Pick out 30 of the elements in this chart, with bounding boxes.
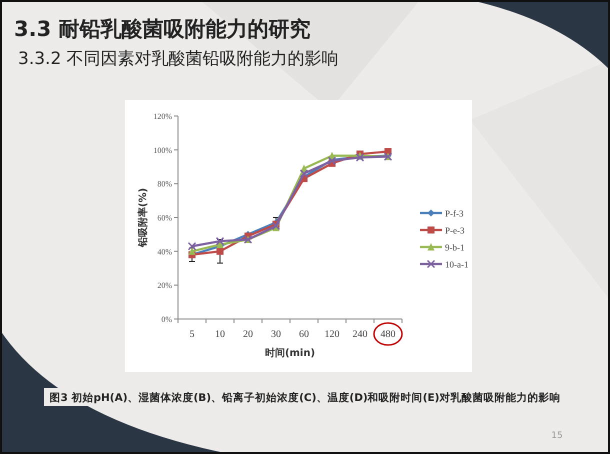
point	[188, 242, 196, 251]
y-axis-title: 铅吸附率(%)	[137, 188, 149, 248]
point	[216, 236, 224, 246]
caption: 图3 初始pH(A)、湿菌体浓度(B)、铅离子初始浓度(C)、温度(D)和吸附时间(E)对乳酸菌吸附能力的影响	[50, 391, 560, 404]
y-tick-label: 120%	[153, 112, 172, 121]
legend-label: 10-a-1	[445, 260, 468, 270]
x-tick-label: 60	[299, 329, 309, 340]
x-tick-label: 10	[215, 329, 225, 340]
x-tick-label: 120	[324, 329, 340, 340]
x-tick-label: 5	[190, 329, 194, 340]
y-tick-label: 0%	[161, 315, 172, 324]
y-tick-label: 100%	[153, 146, 172, 155]
chart-title: 3.3 耐铅乳酸菌吸附能力的研究	[14, 17, 311, 41]
point	[216, 248, 224, 255]
x-tick-label: 480	[380, 329, 396, 340]
y-tick-label: 40%	[157, 247, 172, 256]
point	[300, 169, 308, 178]
x-tick-label: 30	[271, 329, 281, 340]
legend-label: P-f-3	[445, 208, 464, 218]
x-tick-label: 240	[352, 329, 368, 340]
text: 15	[551, 431, 563, 441]
legend-label: 9-b-1	[445, 242, 464, 252]
point	[188, 247, 196, 255]
y-tick-label: 20%	[157, 281, 172, 290]
x-tick-label: 20	[243, 329, 253, 340]
chart-subtitle: 3.3.2 不同因素对乳酸菌铅吸附能力的影响	[18, 49, 339, 69]
x-axis-title: 时间(min)	[264, 347, 316, 359]
y-tick-label: 80%	[157, 180, 172, 189]
y-tick-label: 60%	[157, 214, 172, 222]
legend-label: P-e-3	[445, 226, 465, 236]
